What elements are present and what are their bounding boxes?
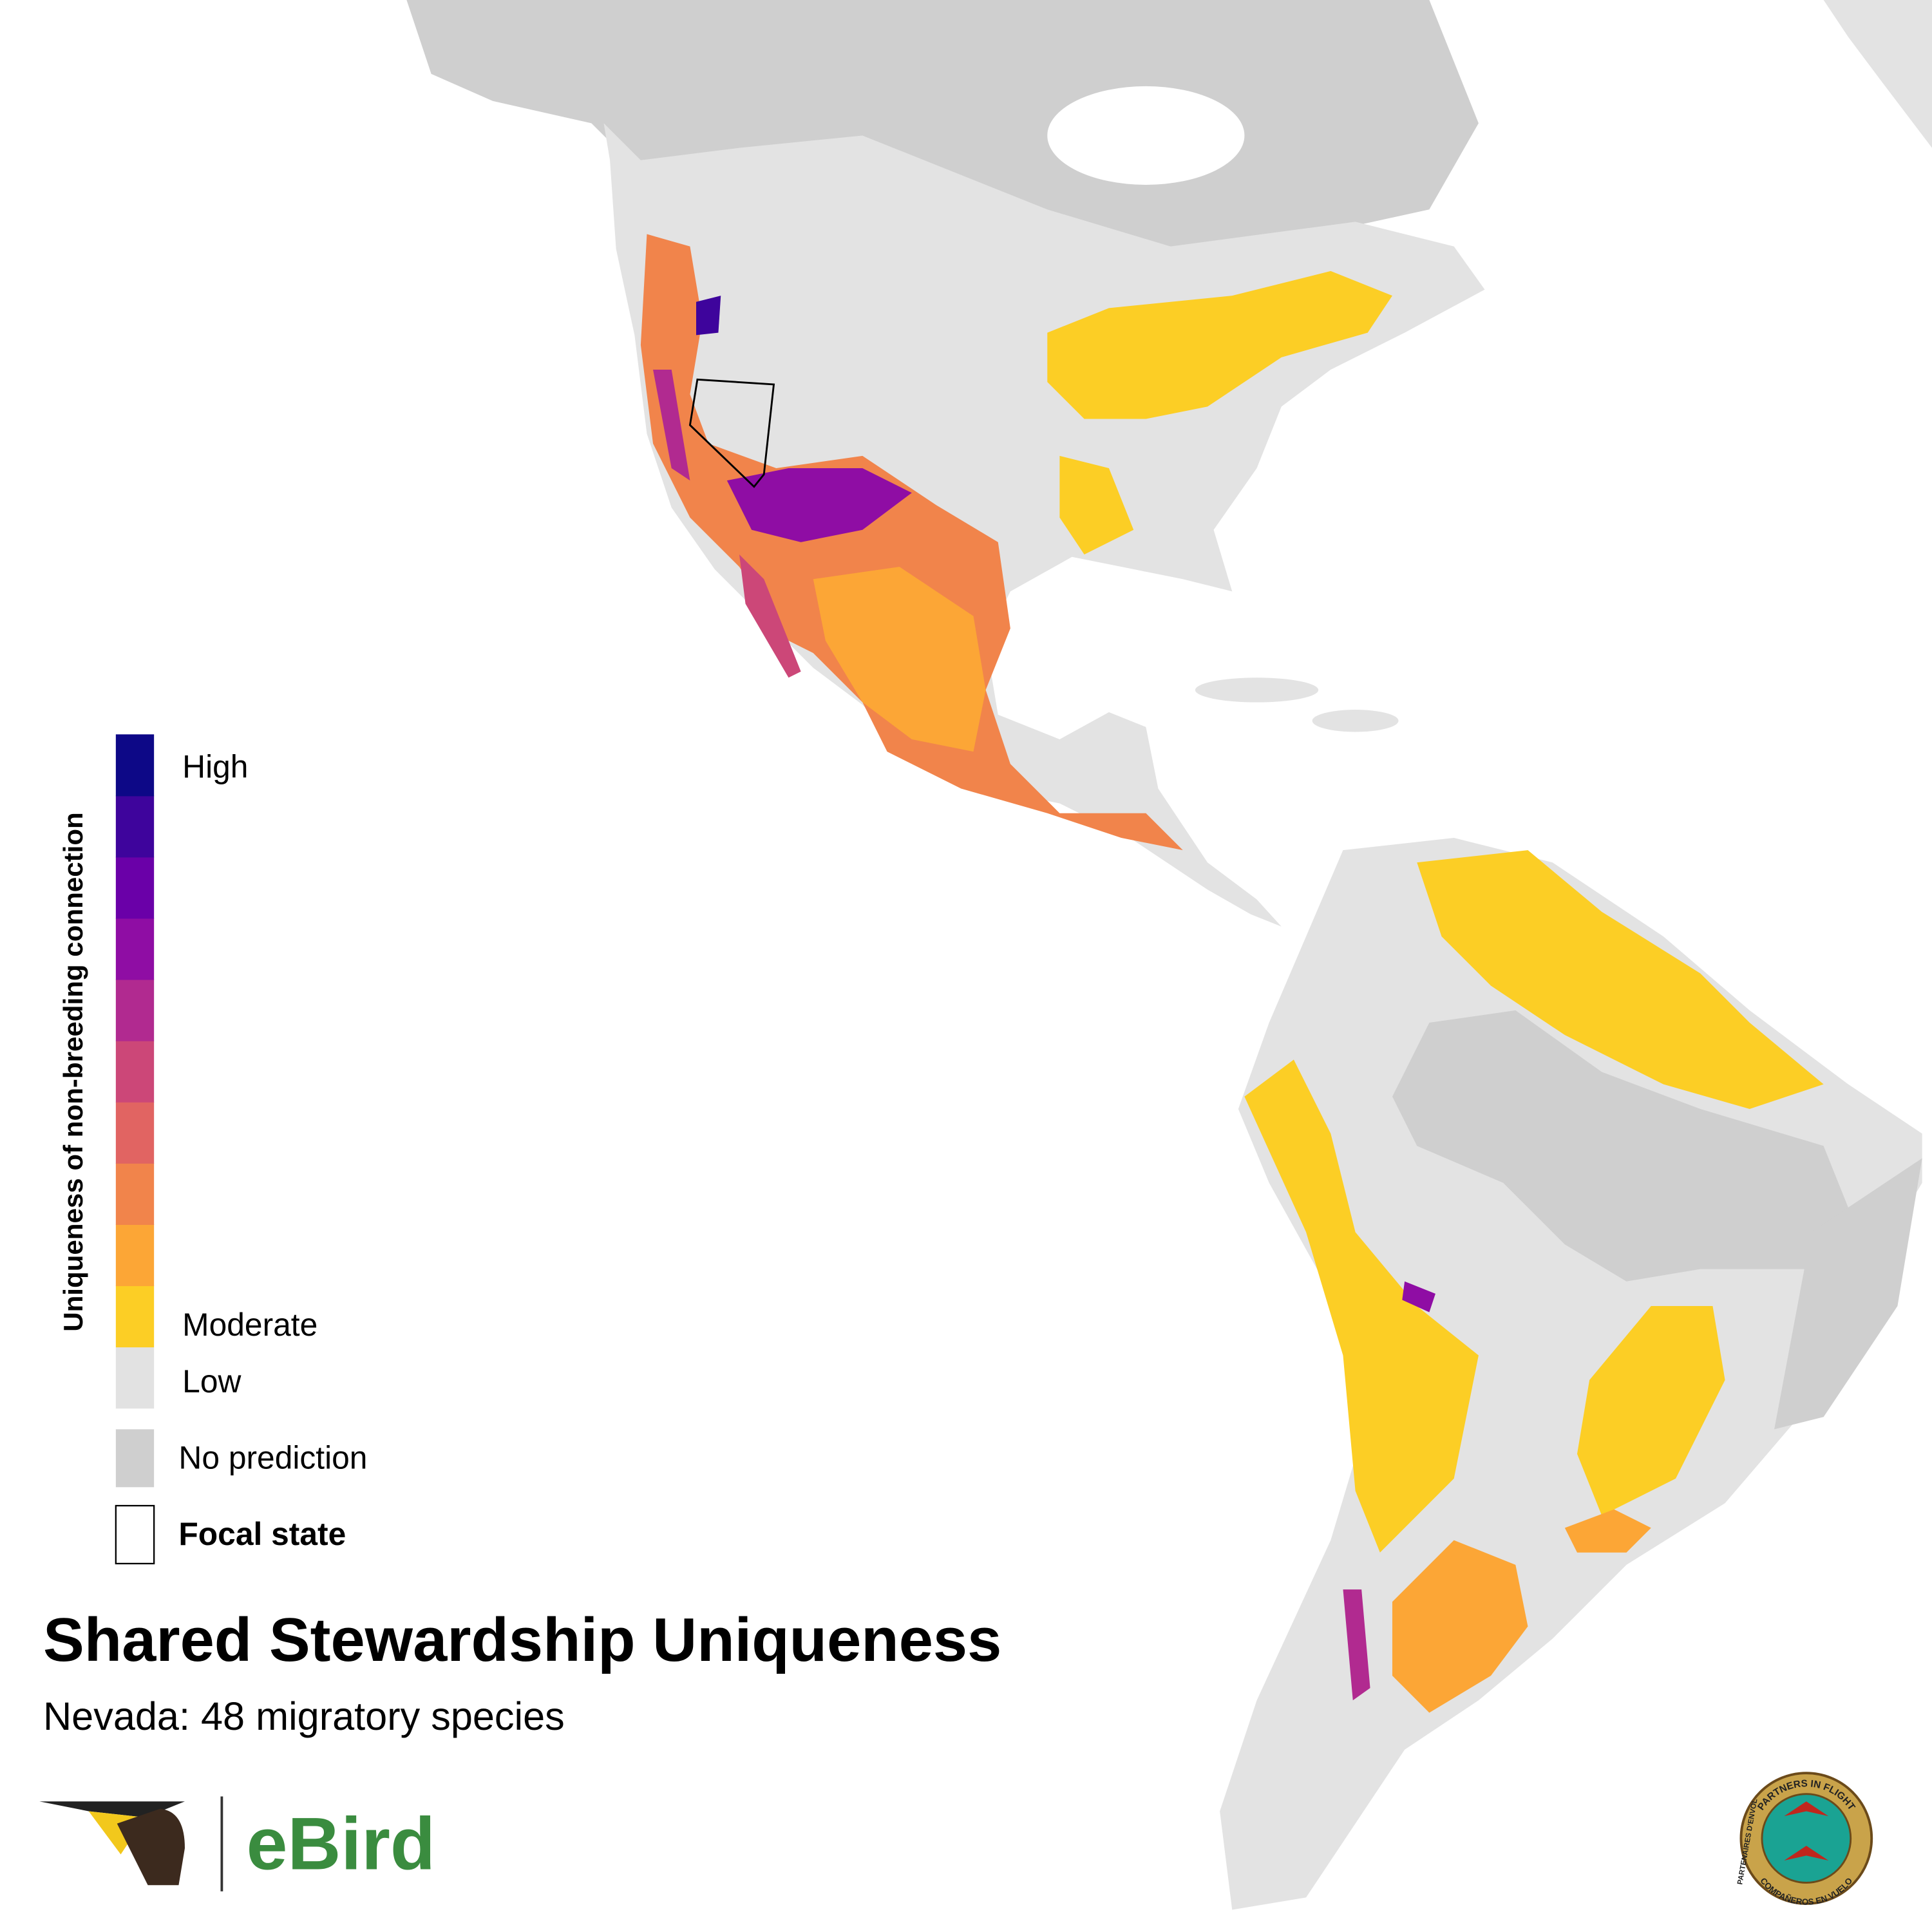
legend-color-step	[115, 1224, 155, 1287]
legend-color-step	[115, 1285, 155, 1348]
legend: Uniqueness of non-breeding connection Hi…	[58, 734, 367, 1565]
legend-label: Low	[182, 1363, 242, 1399]
land	[1823, 0, 1932, 148]
ebird-logo: eBird	[39, 1796, 435, 1891]
island	[1312, 710, 1399, 732]
legend-color-step	[115, 734, 155, 797]
land-no-prediction	[406, 0, 1479, 253]
legend-label: Focal state	[178, 1516, 346, 1552]
area-high	[1343, 1589, 1370, 1701]
land-no-prediction	[1774, 1158, 1922, 1430]
legend-swatch	[115, 1429, 155, 1488]
area-moderate	[1577, 1306, 1725, 1516]
subtitle: Nevada: 48 migratory species	[43, 1694, 565, 1738]
area-moderate	[1392, 1540, 1528, 1713]
area-moderate	[1244, 1059, 1479, 1553]
land-no-prediction	[1392, 1010, 1848, 1282]
logo-text: eBird	[247, 1803, 435, 1885]
area-moderate	[813, 567, 986, 752]
legend-swatch	[115, 1504, 155, 1565]
area-high	[640, 234, 1183, 851]
hudson-bay	[1047, 86, 1245, 185]
pif-seal: PARTNERS IN FLIGHT COMPAÑEROS EN VUELO P…	[1736, 1772, 1873, 1907]
area-high	[1402, 1281, 1435, 1312]
legend-color-step	[115, 1101, 155, 1164]
legend-color-step	[115, 857, 155, 919]
area-moderate	[1417, 850, 1824, 1109]
legend-color-step	[115, 1347, 155, 1409]
island	[1195, 677, 1319, 703]
legend-color-step	[115, 795, 155, 858]
legend-label: No prediction	[178, 1440, 367, 1476]
legend-color-step	[115, 1040, 155, 1103]
area-moderate	[1059, 455, 1134, 554]
legend-label: High	[182, 748, 248, 784]
legend-color-step	[115, 1162, 155, 1225]
logo-head	[117, 1808, 185, 1886]
area-moderate	[1564, 1509, 1651, 1553]
legend-title: Uniqueness of non-breeding connection	[58, 812, 88, 1332]
area-high	[696, 296, 721, 336]
uniqueness-areas	[640, 234, 1824, 1713]
legend-label: Moderate	[182, 1307, 317, 1343]
legend-color-step	[115, 918, 155, 980]
focal-state-outline	[688, 378, 775, 488]
seal-birds	[1784, 1801, 1829, 1861]
area-high	[653, 369, 690, 481]
title: Shared Stewardship Uniqueness	[43, 1605, 1001, 1674]
area-high	[739, 554, 801, 678]
area-moderate	[1047, 270, 1392, 419]
legend-color-step	[115, 979, 155, 1041]
area-high	[726, 468, 912, 542]
